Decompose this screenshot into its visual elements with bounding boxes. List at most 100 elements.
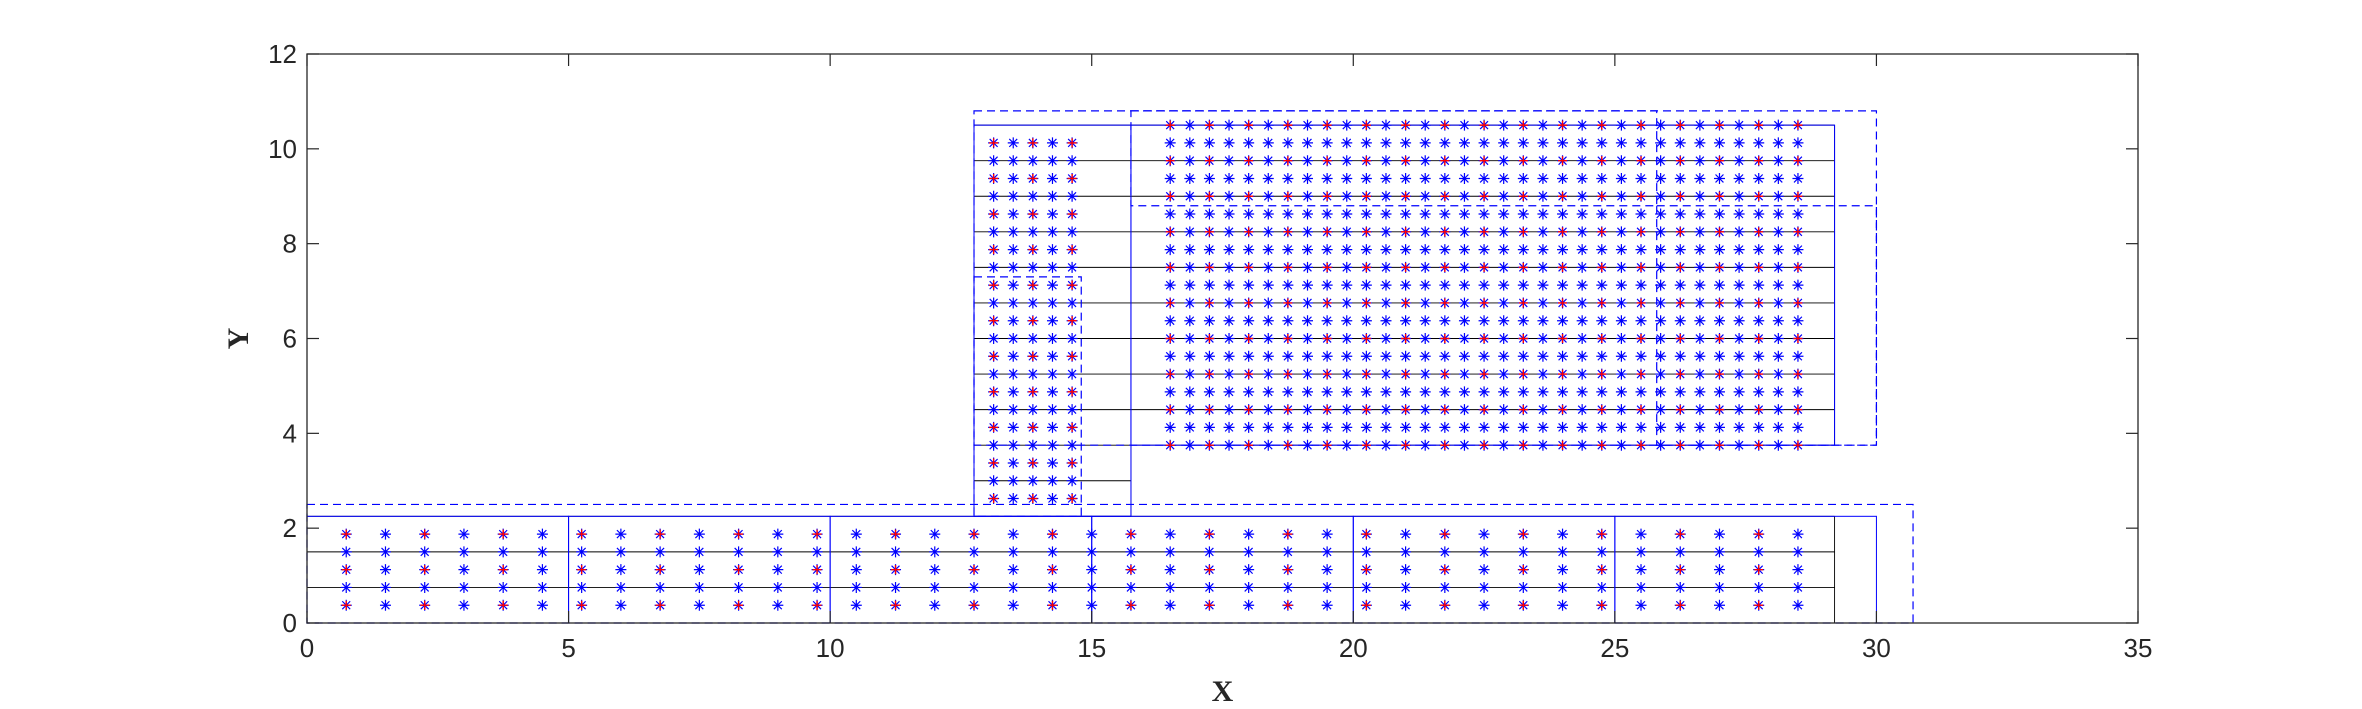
point-plus xyxy=(1440,369,1450,379)
point-star xyxy=(1596,350,1608,362)
point-plus xyxy=(1636,191,1646,201)
point-plus xyxy=(1714,227,1724,237)
point-star xyxy=(929,581,941,593)
point-star xyxy=(850,599,862,611)
point-star xyxy=(1772,155,1784,167)
point-plus xyxy=(1126,529,1136,539)
point-star xyxy=(1655,155,1667,167)
point-star xyxy=(1458,226,1470,238)
point-star xyxy=(1066,297,1078,309)
point-star xyxy=(1733,386,1745,398)
point-star xyxy=(1733,172,1745,184)
point-star xyxy=(1262,333,1274,344)
point-plus xyxy=(341,565,351,575)
point-star xyxy=(1498,315,1510,327)
point-star xyxy=(1498,350,1510,362)
point-star xyxy=(1243,244,1255,256)
point-star xyxy=(1302,404,1314,416)
point-star xyxy=(1007,546,1019,558)
point-star xyxy=(1792,208,1804,220)
point-plus xyxy=(1479,440,1489,450)
point-star xyxy=(615,564,627,576)
point-star xyxy=(1557,137,1569,149)
point-plus xyxy=(1028,316,1038,326)
point-star xyxy=(1635,421,1647,433)
point-star xyxy=(1341,119,1353,131)
point-star xyxy=(1792,315,1804,327)
point-star xyxy=(1400,137,1412,149)
point-star xyxy=(1360,208,1372,220)
point-star xyxy=(1360,386,1372,398)
point-plus xyxy=(1401,227,1411,237)
point-star xyxy=(1537,155,1549,167)
point-star xyxy=(1302,119,1314,131)
point-star xyxy=(1557,350,1569,362)
point-star xyxy=(1753,546,1765,558)
point-star xyxy=(1184,421,1196,433)
point-star xyxy=(1223,137,1235,149)
point-star xyxy=(1380,315,1392,327)
point-star xyxy=(1302,137,1314,149)
point-star xyxy=(1478,421,1490,433)
point-star xyxy=(1478,528,1490,540)
point-star xyxy=(1203,279,1215,291)
point-star xyxy=(458,528,470,540)
point-star xyxy=(1184,172,1196,184)
point-star xyxy=(1007,404,1019,416)
point-star xyxy=(1164,279,1176,291)
point-star xyxy=(1753,137,1765,149)
point-star xyxy=(1380,439,1392,451)
point-star xyxy=(419,581,431,593)
point-star xyxy=(1066,368,1078,380)
point-plus xyxy=(1793,227,1803,237)
point-star xyxy=(1027,368,1039,380)
point-star xyxy=(1360,279,1372,291)
point-star xyxy=(1223,315,1235,327)
point-plus xyxy=(1361,440,1371,450)
point-star xyxy=(1007,493,1019,505)
point-plus xyxy=(341,600,351,610)
point-star xyxy=(1262,155,1274,167)
point-star xyxy=(1184,208,1196,220)
point-star xyxy=(1223,261,1235,273)
point-plus xyxy=(1028,138,1038,148)
point-star xyxy=(1537,368,1549,380)
point-star xyxy=(890,546,902,558)
point-plus xyxy=(1204,262,1214,272)
point-star xyxy=(1733,439,1745,451)
point-star xyxy=(988,155,1000,167)
point-star xyxy=(1458,172,1470,184)
point-star xyxy=(1694,279,1706,291)
point-plus xyxy=(1283,334,1293,343)
point-star xyxy=(1341,208,1353,220)
point-star xyxy=(1576,279,1588,291)
point-plus xyxy=(1361,298,1371,308)
point-star xyxy=(1341,244,1353,256)
point-plus xyxy=(1165,369,1175,379)
point-star xyxy=(1615,404,1627,416)
point-plus xyxy=(1518,191,1528,201)
point-star xyxy=(1380,137,1392,149)
point-star xyxy=(1321,599,1333,611)
point-star xyxy=(1772,404,1784,416)
point-star xyxy=(1655,386,1667,398)
point-star xyxy=(1203,421,1215,433)
point-star xyxy=(1655,137,1667,149)
point-star xyxy=(1046,386,1058,398)
point-star xyxy=(1772,368,1784,380)
point-star xyxy=(733,546,745,558)
point-star xyxy=(1027,155,1039,167)
point-star xyxy=(340,581,352,593)
point-star xyxy=(1341,137,1353,149)
point-plus xyxy=(1558,298,1568,308)
point-star xyxy=(1478,546,1490,558)
point-star xyxy=(1557,208,1569,220)
point-plus xyxy=(1793,405,1803,415)
point-star xyxy=(1694,261,1706,273)
point-star xyxy=(1635,599,1647,611)
point-plus xyxy=(1401,156,1411,166)
point-star xyxy=(1184,137,1196,149)
point-star xyxy=(1046,172,1058,184)
point-star xyxy=(1341,155,1353,167)
point-star xyxy=(1557,599,1569,611)
